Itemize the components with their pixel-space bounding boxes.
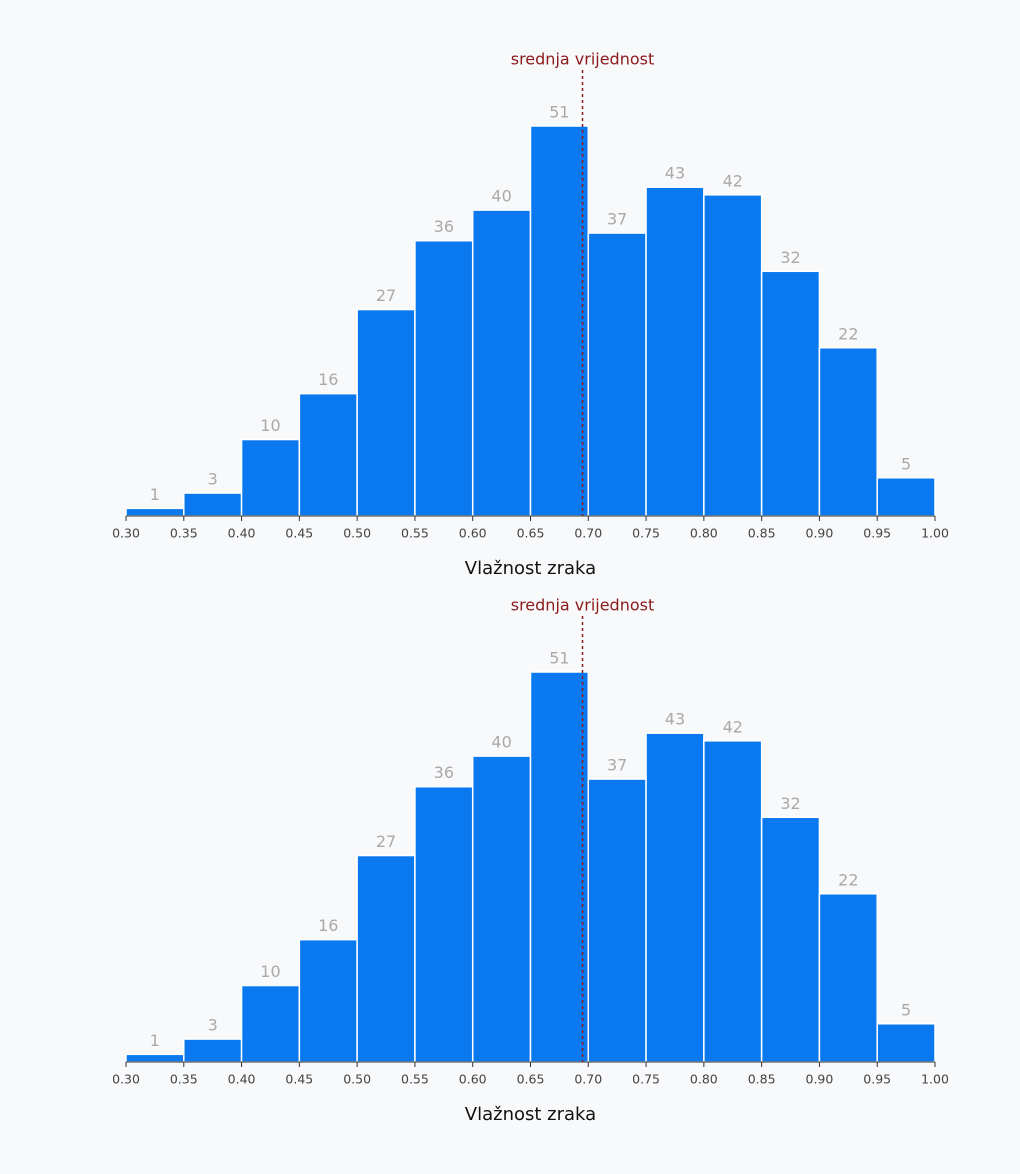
bar bbox=[298, 938, 358, 1063]
bar-label: 37 bbox=[607, 756, 627, 775]
bar-label: 16 bbox=[318, 916, 338, 935]
bar-label: 27 bbox=[376, 286, 396, 305]
bar bbox=[703, 194, 763, 517]
bar bbox=[645, 186, 705, 517]
x-tick-label: 0.90 bbox=[806, 1072, 834, 1087]
bar-label: 5 bbox=[901, 454, 911, 473]
bar-label: 1 bbox=[150, 1031, 160, 1050]
bar bbox=[876, 1023, 936, 1063]
x-tick-label: 0.80 bbox=[690, 1072, 718, 1087]
x-tick-label: 0.70 bbox=[574, 526, 602, 541]
bar bbox=[760, 816, 821, 1063]
x-tick-label: 0.85 bbox=[748, 526, 776, 541]
bar bbox=[240, 438, 301, 517]
bar bbox=[125, 1053, 185, 1063]
x-tick-label: 0.90 bbox=[806, 526, 834, 541]
bar bbox=[356, 854, 416, 1063]
x-tick-label: 0.60 bbox=[459, 1072, 487, 1087]
x-tick-label: 0.35 bbox=[170, 526, 198, 541]
bar bbox=[876, 477, 936, 517]
bar bbox=[356, 308, 416, 517]
bar-label: 40 bbox=[491, 187, 511, 206]
x-tick-label: 0.55 bbox=[401, 526, 429, 541]
bar bbox=[414, 239, 474, 517]
bar-label: 43 bbox=[665, 710, 685, 729]
x-tick-label: 0.95 bbox=[863, 1072, 891, 1087]
bar-label: 22 bbox=[838, 870, 858, 889]
bar bbox=[587, 778, 647, 1063]
x-tick-label: 0.50 bbox=[343, 526, 371, 541]
bar bbox=[760, 270, 821, 517]
x-tick-label: 0.65 bbox=[517, 1072, 545, 1087]
x-tick-label: 0.85 bbox=[748, 1072, 776, 1087]
bar-label: 3 bbox=[208, 1016, 218, 1035]
bar bbox=[645, 732, 705, 1063]
x-tick-label: 0.80 bbox=[690, 526, 718, 541]
bar bbox=[240, 984, 301, 1063]
x-tick-label: 0.75 bbox=[632, 1072, 660, 1087]
bar-label: 16 bbox=[318, 370, 338, 389]
bar bbox=[703, 740, 763, 1063]
x-tick-label: 0.65 bbox=[517, 526, 545, 541]
bar-label: 10 bbox=[260, 962, 280, 981]
bar bbox=[471, 209, 532, 517]
bar bbox=[183, 1038, 243, 1063]
bar-label: 10 bbox=[260, 416, 280, 435]
bar bbox=[125, 507, 185, 517]
bar-label: 32 bbox=[780, 248, 800, 267]
bar bbox=[471, 755, 532, 1063]
bar-label: 40 bbox=[491, 733, 511, 752]
bar bbox=[414, 785, 474, 1063]
bar bbox=[587, 232, 647, 517]
x-tick-label: 0.70 bbox=[574, 1072, 602, 1087]
x-tick-label: 0.75 bbox=[632, 526, 660, 541]
bar-label: 27 bbox=[376, 832, 396, 851]
x-tick-label: 1.00 bbox=[921, 1072, 949, 1087]
x-tick-label: 0.50 bbox=[343, 1072, 371, 1087]
bar bbox=[529, 125, 590, 517]
x-tick-label: 0.30 bbox=[112, 1072, 140, 1087]
x-axis-label: Vlažnost zraka bbox=[465, 558, 596, 579]
bar-label: 42 bbox=[723, 717, 743, 736]
mean-label: srednja vrijednost bbox=[511, 50, 655, 69]
x-tick-label: 1.00 bbox=[921, 526, 949, 541]
bar bbox=[818, 893, 878, 1063]
x-tick-label: 0.60 bbox=[459, 526, 487, 541]
bar bbox=[298, 392, 358, 517]
bar-label: 43 bbox=[665, 164, 685, 183]
x-tick-label: 0.30 bbox=[112, 526, 140, 541]
x-tick-label: 0.45 bbox=[285, 526, 313, 541]
bar-label: 3 bbox=[208, 470, 218, 489]
bar-label: 32 bbox=[780, 794, 800, 813]
x-tick-label: 0.40 bbox=[228, 526, 256, 541]
x-tick-label: 0.95 bbox=[863, 526, 891, 541]
bar-label: 51 bbox=[549, 649, 569, 668]
bar-label: 37 bbox=[607, 210, 627, 229]
x-tick-label: 0.55 bbox=[401, 1072, 429, 1087]
bar-label: 51 bbox=[549, 103, 569, 122]
bar-label: 36 bbox=[434, 217, 454, 236]
bar bbox=[529, 671, 590, 1063]
mean-label: srednja vrijednost bbox=[511, 596, 655, 615]
x-tick-label: 0.40 bbox=[228, 1072, 256, 1087]
bar-label: 36 bbox=[434, 763, 454, 782]
bar-label: 22 bbox=[838, 324, 858, 343]
x-tick-label: 0.45 bbox=[285, 1072, 313, 1087]
x-axis-label: Vlažnost zraka bbox=[465, 1104, 596, 1125]
bar-label: 5 bbox=[901, 1000, 911, 1019]
x-tick-label: 0.35 bbox=[170, 1072, 198, 1087]
bar-label: 1 bbox=[150, 485, 160, 504]
bar-label: 42 bbox=[723, 171, 743, 190]
bar bbox=[818, 347, 878, 517]
bar bbox=[183, 492, 243, 517]
